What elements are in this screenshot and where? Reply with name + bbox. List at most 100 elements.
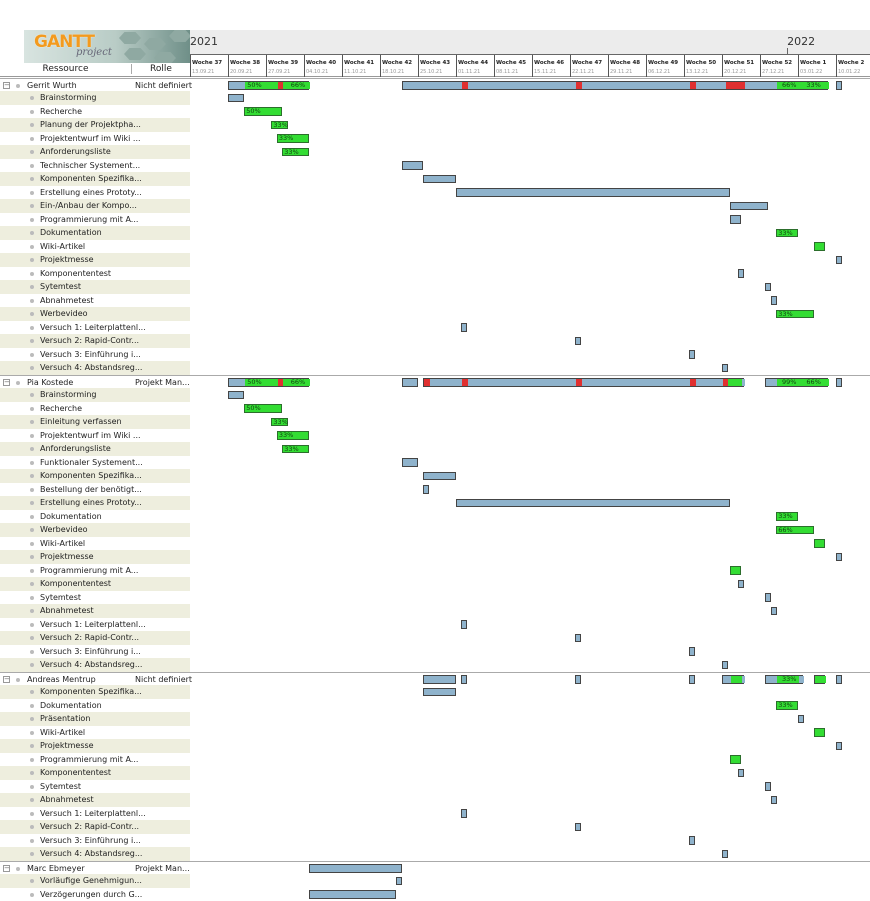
task-bar[interactable]	[730, 215, 741, 224]
task-bar[interactable]: 50%	[244, 404, 282, 413]
task-bar[interactable]	[798, 715, 804, 724]
load-bar[interactable]	[575, 675, 581, 684]
load-bar[interactable]: 50%66%	[228, 378, 309, 387]
task-row[interactable]: Versuch 1: Leiterplattenl...	[0, 618, 870, 632]
task-bar[interactable]	[456, 188, 730, 197]
load-bar[interactable]	[722, 675, 744, 684]
task-row[interactable]: Projektentwurf im Wiki ...33%	[0, 132, 870, 146]
collapse-icon[interactable]: −	[3, 379, 10, 386]
task-bar[interactable]	[228, 391, 244, 400]
task-bar[interactable]: 33%	[277, 431, 310, 440]
task-row[interactable]: Projektentwurf im Wiki ...33%	[0, 429, 870, 443]
task-bar[interactable]	[730, 202, 768, 211]
task-row[interactable]: Programmierung mit A...	[0, 564, 870, 578]
task-row[interactable]: Komponententest	[0, 267, 870, 281]
task-bar[interactable]	[722, 364, 728, 373]
task-row[interactable]: Ein-/Anbau der Kompo...	[0, 199, 870, 213]
load-bar[interactable]: 66%33%	[402, 81, 828, 90]
task-bar[interactable]	[738, 769, 744, 778]
task-bar[interactable]	[814, 539, 825, 548]
load-bar[interactable]	[402, 378, 418, 387]
collapse-icon[interactable]: −	[3, 865, 10, 872]
task-bar[interactable]	[456, 499, 730, 508]
task-bar[interactable]	[771, 296, 777, 305]
load-bar[interactable]	[689, 675, 695, 684]
task-bar[interactable]	[575, 337, 581, 346]
task-bar[interactable]	[461, 620, 467, 629]
task-bar[interactable]	[461, 323, 467, 332]
load-bar[interactable]	[423, 675, 456, 684]
task-bar[interactable]	[689, 647, 695, 656]
load-bar[interactable]	[836, 81, 842, 90]
task-row[interactable]: Erstellung eines Prototy...	[0, 496, 870, 510]
task-bar[interactable]	[730, 755, 741, 764]
task-bar[interactable]	[575, 823, 581, 832]
task-bar[interactable]: 50%	[244, 107, 282, 116]
task-row[interactable]: Projektmesse	[0, 739, 870, 753]
load-bar[interactable]	[836, 378, 842, 387]
task-row[interactable]: Planung der Projektpha...33%	[0, 118, 870, 132]
task-row[interactable]: Technischer Systement...	[0, 159, 870, 173]
task-row[interactable]: Abnahmetest	[0, 793, 870, 807]
task-row[interactable]: Versuch 1: Leiterplattenl...	[0, 807, 870, 821]
task-bar[interactable]	[836, 553, 842, 562]
task-row[interactable]: Versuch 2: Rapid-Contr...	[0, 631, 870, 645]
task-bar[interactable]	[771, 607, 777, 616]
task-bar[interactable]	[765, 283, 771, 292]
task-bar[interactable]	[722, 850, 728, 859]
task-row[interactable]: Versuch 1: Leiterplattenl...	[0, 321, 870, 335]
task-bar[interactable]	[814, 728, 825, 737]
task-row[interactable]: Präsentation	[0, 712, 870, 726]
task-bar[interactable]	[402, 458, 418, 467]
task-row[interactable]: Projektmesse	[0, 550, 870, 564]
task-row[interactable]: Versuch 4: Abstandsreg...	[0, 361, 870, 375]
task-bar[interactable]: 33%	[277, 134, 310, 143]
task-bar[interactable]	[836, 742, 842, 751]
task-row[interactable]: Versuch 2: Rapid-Contr...	[0, 334, 870, 348]
load-bar[interactable]	[836, 675, 842, 684]
load-bar[interactable]	[814, 675, 825, 684]
task-row[interactable]: Komponententest	[0, 766, 870, 780]
task-row[interactable]: Projektmesse	[0, 253, 870, 267]
column-header-resource[interactable]: Ressource	[0, 64, 132, 74]
task-row[interactable]: Brainstorming	[0, 388, 870, 402]
task-bar[interactable]	[689, 350, 695, 359]
task-row[interactable]: Versuch 3: Einführung i...	[0, 348, 870, 362]
task-bar[interactable]	[730, 566, 741, 575]
load-bar[interactable]: 99%66%	[765, 378, 827, 387]
task-row[interactable]: Komponententest	[0, 577, 870, 591]
task-bar[interactable]	[765, 593, 771, 602]
load-bar[interactable]	[309, 864, 401, 873]
task-row[interactable]: Bestellung der benötigt...	[0, 483, 870, 497]
task-row[interactable]: Versuch 4: Abstandsreg...	[0, 847, 870, 861]
task-row[interactable]: Verzögerungen durch G...	[0, 888, 870, 901]
load-bar[interactable]	[461, 675, 467, 684]
task-bar[interactable]	[309, 890, 396, 899]
task-row[interactable]: Versuch 3: Einführung i...	[0, 645, 870, 659]
task-row[interactable]: Vorläufige Genehmigun...	[0, 874, 870, 888]
task-bar[interactable]	[423, 472, 456, 481]
load-bar[interactable]: 33%	[765, 675, 803, 684]
task-row[interactable]: Komponenten Spezifika...	[0, 685, 870, 699]
task-bar[interactable]	[423, 175, 456, 184]
task-row[interactable]: Wiki-Artikel	[0, 537, 870, 551]
task-bar[interactable]: 33%	[271, 121, 287, 130]
task-bar[interactable]: 33%	[776, 310, 814, 319]
task-bar[interactable]	[765, 782, 771, 791]
task-bar[interactable]	[228, 94, 244, 103]
load-bar[interactable]: 50%66%	[228, 81, 309, 90]
task-bar[interactable]: 33%	[282, 445, 309, 454]
task-row[interactable]: Programmierung mit A...	[0, 213, 870, 227]
task-bar[interactable]: 33%	[776, 701, 798, 710]
